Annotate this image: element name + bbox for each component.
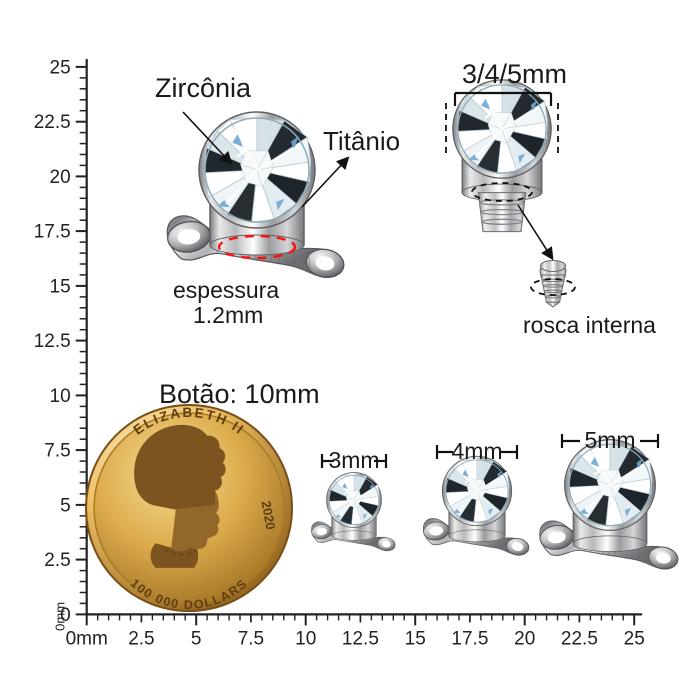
svg-text:10: 10 [50, 386, 71, 407]
svg-text:rosca interna: rosca interna [523, 312, 656, 338]
svg-text:15: 15 [50, 276, 71, 297]
svg-text:15: 15 [405, 628, 426, 649]
svg-text:5: 5 [191, 628, 202, 649]
svg-text:Titânio: Titânio [323, 126, 400, 156]
svg-text:10: 10 [295, 628, 316, 649]
svg-text:Zircônia: Zircônia [155, 73, 252, 103]
svg-text:20: 20 [514, 628, 535, 649]
svg-text:1.2mm: 1.2mm [193, 302, 263, 328]
svg-text:espessura: espessura [173, 277, 279, 303]
svg-text:25: 25 [50, 57, 71, 78]
svg-text:2.5: 2.5 [128, 628, 154, 649]
svg-text:7.5: 7.5 [44, 441, 70, 462]
svg-text:12.5: 12.5 [342, 628, 379, 649]
svg-text:5: 5 [60, 495, 71, 516]
svg-text:25: 25 [624, 628, 645, 649]
svg-text:12.5: 12.5 [34, 331, 71, 352]
svg-text:17.5: 17.5 [34, 222, 71, 243]
svg-text:7.5: 7.5 [238, 628, 264, 649]
svg-text:22.5: 22.5 [34, 112, 71, 133]
svg-text:3mm: 3mm [328, 447, 379, 473]
svg-text:0mm: 0mm [53, 602, 68, 631]
svg-text:5mm: 5mm [584, 427, 635, 453]
svg-text:2.5: 2.5 [44, 550, 70, 571]
svg-text:22.5: 22.5 [561, 628, 598, 649]
svg-text:20: 20 [50, 167, 71, 188]
svg-text:3/4/5mm: 3/4/5mm [462, 59, 567, 89]
svg-text:4mm: 4mm [451, 438, 502, 464]
svg-text:17.5: 17.5 [451, 628, 488, 649]
svg-text:0mm: 0mm [66, 628, 108, 649]
